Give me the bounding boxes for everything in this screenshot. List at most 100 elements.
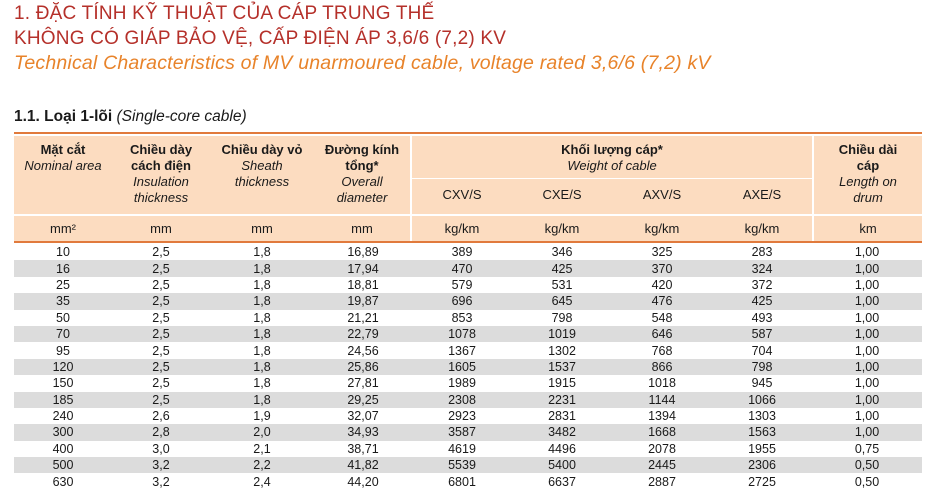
cell-insulation: 2,5: [152, 376, 170, 391]
cell-axv: 1018: [648, 376, 676, 391]
cell-length: 1,00: [812, 391, 922, 408]
cell-cxe: 1019: [512, 325, 612, 343]
cell-length: 1,00: [854, 310, 880, 325]
cell-diameter: 41,82: [314, 457, 412, 474]
cell-cxe: 798: [551, 310, 573, 325]
cell-insulation: 3,0: [152, 441, 170, 456]
cell-sheath: 1,8: [253, 277, 271, 292]
cell-sheath: 2,1: [253, 441, 271, 456]
cell-length: 1,00: [812, 358, 922, 376]
cell-insulation: 2,5: [112, 325, 210, 343]
cell-diameter: 29,25: [314, 391, 412, 408]
cell-cxv: 470: [412, 260, 512, 277]
cell-axe: 2306: [712, 457, 812, 474]
cell-axv: 1394: [648, 409, 676, 424]
cell-cxe: 2831: [548, 409, 576, 424]
cell-sheath: 1,8: [253, 343, 271, 358]
cell-insulation: 3,2: [112, 457, 210, 474]
cell-diameter: 16,89: [347, 245, 379, 260]
cell-cxe: 425: [512, 260, 612, 277]
unit-cxv: kg/km: [444, 221, 480, 236]
table-row: 500 3,2 2,2 41,82 5539 5400 2445 2306 0,50: [14, 457, 922, 474]
cell-area: 10: [56, 245, 70, 260]
cell-insulation: 2,8: [112, 424, 210, 441]
title-line-1: 1. ĐẶC TÍNH KỸ THUẬT CỦA CÁP TRUNG THẾ: [14, 3, 435, 24]
section-heading-bold: 1.1. Loại 1-lõi: [14, 108, 113, 125]
cell-length: 1,00: [854, 343, 880, 358]
cell-axv: 2887: [648, 474, 676, 489]
cell-insulation: 2,5: [152, 245, 170, 260]
table-row: 35 2,5 1,8 19,87 696 645 476 425 1,00: [14, 293, 922, 310]
cell-cxe: 1915: [548, 376, 576, 391]
cell-length: 1,00: [854, 245, 880, 260]
cell-cxv: 696: [412, 293, 512, 310]
cell-diameter: 19,87: [314, 293, 412, 310]
table-row: 120 2,5 1,8 25,86 1605 1537 866 798 1,00: [14, 358, 922, 376]
cell-length: 1,00: [812, 424, 922, 441]
table-row: 10 2,5 1,8 16,89 389 346 325 283 1,00: [14, 244, 922, 260]
table-top-rule: [14, 132, 922, 134]
cell-diameter: 34,93: [314, 424, 412, 441]
cell-cxe: 645: [512, 293, 612, 310]
cell-length: 1,00: [854, 409, 880, 424]
col-axe-header: AXE/S: [742, 187, 782, 202]
table-row: 240 2,6 1,9 32,07 2923 2831 1394 1303 1,00: [14, 408, 922, 424]
cell-axv: 2445: [612, 457, 712, 474]
cell-length: 1,00: [854, 277, 880, 292]
header-separator: [410, 136, 412, 242]
cell-axe: 493: [751, 310, 773, 325]
cell-insulation: 2,5: [152, 277, 170, 292]
cell-length: 0,75: [854, 441, 880, 456]
header-separator: [812, 136, 814, 242]
cell-diameter: 27,81: [347, 376, 379, 391]
cell-diameter: 25,86: [314, 358, 412, 376]
unit-diameter: mm: [351, 221, 373, 236]
unit-cxe: kg/km: [544, 221, 580, 236]
cell-length: 1,00: [812, 260, 922, 277]
cell-area: 300: [14, 424, 112, 441]
cell-cxv: 3587: [412, 424, 512, 441]
table-row: 50 2,5 1,8 21,21 853 798 548 493 1,00: [14, 310, 922, 326]
cell-diameter: 32,07: [347, 409, 379, 424]
cell-cxv: 1989: [448, 376, 476, 391]
cell-axv: 476: [612, 293, 712, 310]
cell-axe: 587: [712, 325, 812, 343]
cell-cxe: 6637: [548, 474, 576, 489]
cell-axe: 283: [751, 245, 773, 260]
cell-sheath: 1,8: [253, 310, 271, 325]
cell-sheath: 2,0: [210, 424, 314, 441]
header-bottom-rule: [14, 241, 922, 243]
cell-sheath: 2,2: [210, 457, 314, 474]
col-length-header: Chiều dài cáp Length on drum: [838, 142, 898, 205]
cell-length: 1,00: [854, 376, 880, 391]
col-cxe-header: CXE/S: [542, 187, 582, 202]
cell-axe: 798: [712, 358, 812, 376]
cell-axv: 370: [612, 260, 712, 277]
unit-axe: kg/km: [744, 221, 780, 236]
cell-diameter: 17,94: [314, 260, 412, 277]
cell-area: 35: [14, 293, 112, 310]
cell-area: 500: [14, 457, 112, 474]
cell-sheath: 1,8: [210, 358, 314, 376]
cell-insulation: 2,6: [152, 409, 170, 424]
header-unit-divider: [14, 214, 922, 216]
cell-axe: 372: [751, 277, 773, 292]
cell-cxe: 531: [551, 277, 573, 292]
cell-cxv: 2308: [412, 391, 512, 408]
cell-axv: 325: [651, 245, 673, 260]
cell-cxv: 1367: [448, 343, 476, 358]
cell-length: 1,00: [812, 325, 922, 343]
cell-axe: 945: [751, 376, 773, 391]
unit-insulation: mm: [150, 221, 172, 236]
unit-axv: kg/km: [644, 221, 680, 236]
header-weight-divider: [412, 178, 812, 179]
cell-cxv: 853: [451, 310, 473, 325]
cell-insulation: 2,5: [112, 358, 210, 376]
cable-data-table: 10 2,5 1,8 16,89 389 346 325 283 1,00 16 2,5 1,8 17,…: [14, 244, 922, 490]
col-insulation-header: Chiều dày cách điện Insulation thickness: [129, 142, 193, 205]
section-heading: 1.1. Loại 1-lõi (Single-core cable): [14, 108, 247, 126]
table-row: 95 2,5 1,8 24,56 1367 1302 768 704 1,00: [14, 342, 922, 358]
cell-axv: 646: [612, 325, 712, 343]
col-axv-header: AXV/S: [642, 187, 682, 202]
cell-axv: 768: [651, 343, 673, 358]
